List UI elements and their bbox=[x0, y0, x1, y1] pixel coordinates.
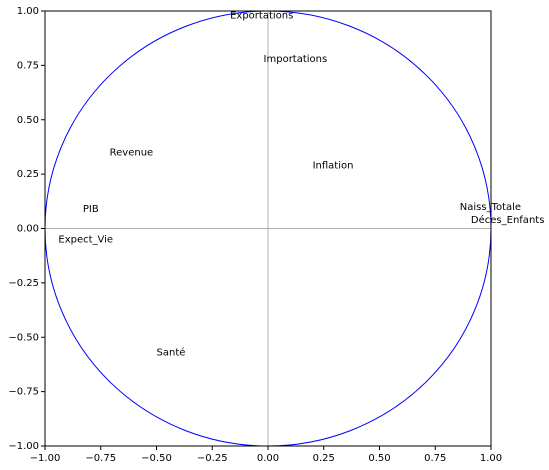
variable-labels: Exportations Importations Inflation Revenue… bbox=[58, 10, 544, 358]
x-tick-label: −0.25 bbox=[197, 453, 228, 464]
x-tick-label: 1.00 bbox=[480, 453, 502, 464]
y-tick-label: 0.50 bbox=[17, 115, 39, 126]
variable-label: PIB bbox=[83, 204, 99, 215]
variable-label: Naiss_Totale bbox=[460, 202, 521, 213]
y-tick-label: 0.75 bbox=[17, 60, 39, 71]
x-tick-label: 0.00 bbox=[257, 453, 279, 464]
y-axis-ticks: 1.00 0.75 0.50 0.25 0.00 −0.25 −0.50 −0.75 −1.00 bbox=[8, 6, 45, 452]
y-tick-label: −0.50 bbox=[8, 332, 39, 343]
variable-label: Inflation bbox=[313, 160, 354, 171]
y-tick-label: −0.25 bbox=[8, 278, 39, 289]
x-tick-label: −0.50 bbox=[141, 453, 172, 464]
x-axis-ticks: −1.00 −0.75 −0.50 −0.25 0.00 0.25 0.50 0.75 1.00 bbox=[30, 446, 502, 464]
variable-label: Exportations bbox=[230, 10, 293, 21]
variable-label: Déces_Enfants bbox=[471, 214, 545, 226]
x-tick-label: 0.25 bbox=[313, 453, 335, 464]
x-tick-label: −1.00 bbox=[30, 453, 61, 464]
y-tick-label: 1.00 bbox=[17, 6, 39, 17]
variable-label: Importations bbox=[264, 54, 328, 65]
variable-label: Revenue bbox=[110, 147, 154, 158]
y-tick-label: 0.00 bbox=[17, 224, 39, 235]
x-tick-label: 0.75 bbox=[424, 453, 446, 464]
y-tick-label: 0.25 bbox=[17, 169, 39, 180]
y-tick-label: −0.75 bbox=[8, 387, 39, 398]
center-axis-lines bbox=[45, 11, 491, 446]
y-tick-label: −1.00 bbox=[8, 441, 39, 452]
variable-label: Santé bbox=[157, 346, 186, 358]
x-tick-label: −0.75 bbox=[85, 453, 116, 464]
x-tick-label: 0.50 bbox=[368, 453, 390, 464]
variable-label: Expect_Vie bbox=[58, 234, 113, 245]
